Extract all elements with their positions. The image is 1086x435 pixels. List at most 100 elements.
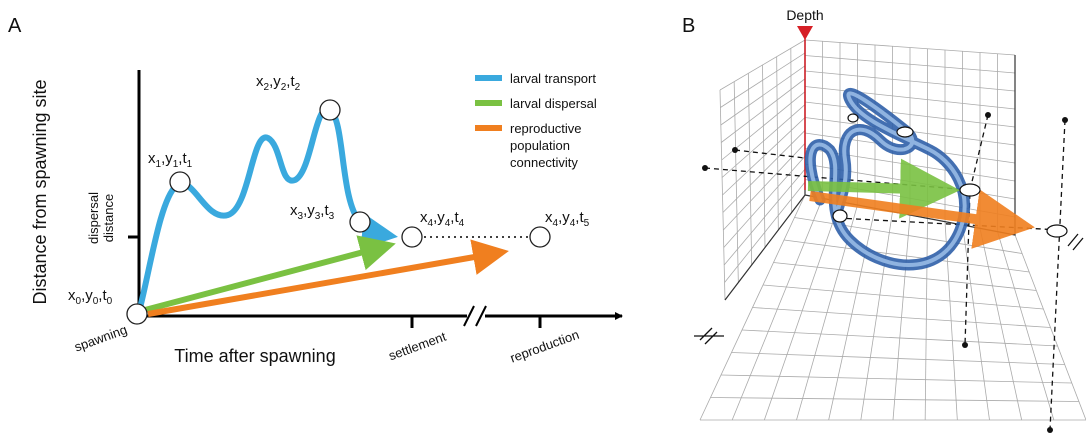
legend-label: reproductive bbox=[510, 121, 582, 136]
subscript: 1 bbox=[156, 159, 162, 170]
x-tick-label: reproduction bbox=[508, 327, 581, 366]
point bbox=[401, 226, 423, 248]
label-part: ,t bbox=[178, 150, 187, 167]
point-label: x2,y2,t2 bbox=[256, 73, 301, 93]
legend-label: larval dispersal bbox=[510, 96, 597, 111]
point bbox=[349, 211, 371, 233]
label-part: ,t bbox=[450, 209, 459, 226]
label-part: ,y bbox=[303, 202, 315, 219]
point bbox=[529, 226, 551, 248]
label-part: ,y bbox=[81, 287, 93, 304]
point-label: x3,y3,t3 bbox=[290, 202, 335, 222]
grid-line bbox=[721, 104, 806, 178]
axis-break bbox=[463, 305, 487, 327]
panel-b-grid bbox=[699, 39, 1086, 421]
panel-letter: B bbox=[682, 15, 695, 37]
point-label: x4,y4,t4 bbox=[420, 209, 465, 229]
grid-line bbox=[723, 143, 806, 231]
point-label: x0,y0,t0 bbox=[68, 287, 113, 307]
label-part: ,t bbox=[286, 73, 295, 90]
subscript: 4 bbox=[428, 218, 434, 229]
label-part: x bbox=[420, 209, 428, 226]
legend-label: larval transport bbox=[510, 71, 596, 86]
subscript: 3 bbox=[315, 211, 321, 222]
grid-line bbox=[804, 101, 1016, 128]
subscript: 4 bbox=[553, 218, 559, 229]
subscript: 3 bbox=[329, 211, 335, 222]
subscript: 4 bbox=[445, 218, 451, 229]
ribbon-highlight bbox=[808, 91, 967, 267]
grid-line bbox=[720, 52, 806, 108]
subscript: 4 bbox=[459, 218, 465, 229]
x-axis-label: Time after spawning bbox=[174, 346, 335, 366]
connectivity-arrow bbox=[147, 239, 509, 317]
position-markers bbox=[832, 113, 1068, 238]
label-part: ,y bbox=[269, 73, 281, 90]
label-part: ,y bbox=[558, 209, 570, 226]
subscript: 0 bbox=[76, 296, 82, 307]
subscript: 2 bbox=[264, 82, 270, 93]
subscript: 4 bbox=[570, 218, 576, 229]
grid-line bbox=[804, 86, 1016, 110]
grid-line bbox=[804, 55, 1016, 74]
grid-line bbox=[722, 117, 806, 196]
depth-marker bbox=[797, 26, 813, 40]
subscript: 2 bbox=[295, 82, 301, 93]
grid-line bbox=[752, 307, 1051, 328]
depth-label: Depth bbox=[786, 7, 823, 23]
label-part: x bbox=[290, 202, 298, 219]
label-part: x bbox=[545, 209, 553, 226]
subscript: 1 bbox=[173, 159, 179, 170]
grid-line bbox=[804, 70, 1016, 92]
grid-line bbox=[741, 329, 1058, 347]
subscript: 1 bbox=[187, 159, 193, 170]
box-edge bbox=[724, 40, 1016, 301]
grid-line bbox=[710, 397, 1079, 402]
panel-letter: A bbox=[8, 15, 22, 37]
point bbox=[126, 303, 148, 325]
grid-line bbox=[722, 130, 806, 213]
label-part: ,t bbox=[320, 202, 329, 219]
larval-transport-curve bbox=[136, 106, 398, 313]
point bbox=[319, 99, 341, 121]
point bbox=[169, 171, 191, 193]
subscript: 2 bbox=[281, 82, 287, 93]
legend: larval transport larval dispersal reproduc… bbox=[475, 71, 597, 170]
grid-line bbox=[783, 239, 1030, 273]
y-tick-label: distance bbox=[101, 194, 116, 242]
point-label: x4,y4,t5 bbox=[545, 209, 590, 229]
x-tick-label: spawning bbox=[72, 322, 129, 355]
subscript: 0 bbox=[107, 296, 113, 307]
dispersal-arrow-3d bbox=[807, 158, 960, 219]
grid-line bbox=[721, 78, 806, 143]
subscript: 5 bbox=[584, 218, 590, 229]
grid-line bbox=[773, 262, 1037, 291]
label-part: ,t bbox=[98, 287, 107, 304]
grid-line bbox=[720, 65, 806, 126]
grid-line bbox=[724, 181, 806, 283]
label-part: ,t bbox=[575, 209, 584, 226]
panel-b bbox=[694, 26, 1084, 433]
connectivity-arrow-3d bbox=[809, 189, 1035, 249]
axis-break bbox=[694, 233, 1084, 345]
y-axis-label: Distance from spawning site bbox=[30, 79, 50, 304]
subscript: 0 bbox=[93, 296, 99, 307]
legend-label: connectivity bbox=[510, 155, 578, 170]
y-tick-label: dispersal bbox=[86, 192, 101, 244]
grid-line bbox=[804, 39, 1016, 56]
grid-line bbox=[731, 352, 1065, 365]
x-tick-label: settlement bbox=[387, 329, 449, 364]
label-part: ,y bbox=[161, 150, 173, 167]
label-part: x bbox=[68, 287, 76, 304]
label-part: ,y bbox=[433, 209, 445, 226]
grid-line bbox=[723, 168, 806, 266]
grid-line bbox=[719, 39, 806, 91]
subscript: 3 bbox=[298, 211, 304, 222]
larval-dispersal-arrow bbox=[144, 235, 396, 313]
grid-line bbox=[762, 284, 1044, 310]
point-label: x1,y1,t1 bbox=[148, 150, 193, 170]
legend-label: population bbox=[510, 138, 570, 153]
label-part: x bbox=[256, 73, 264, 90]
